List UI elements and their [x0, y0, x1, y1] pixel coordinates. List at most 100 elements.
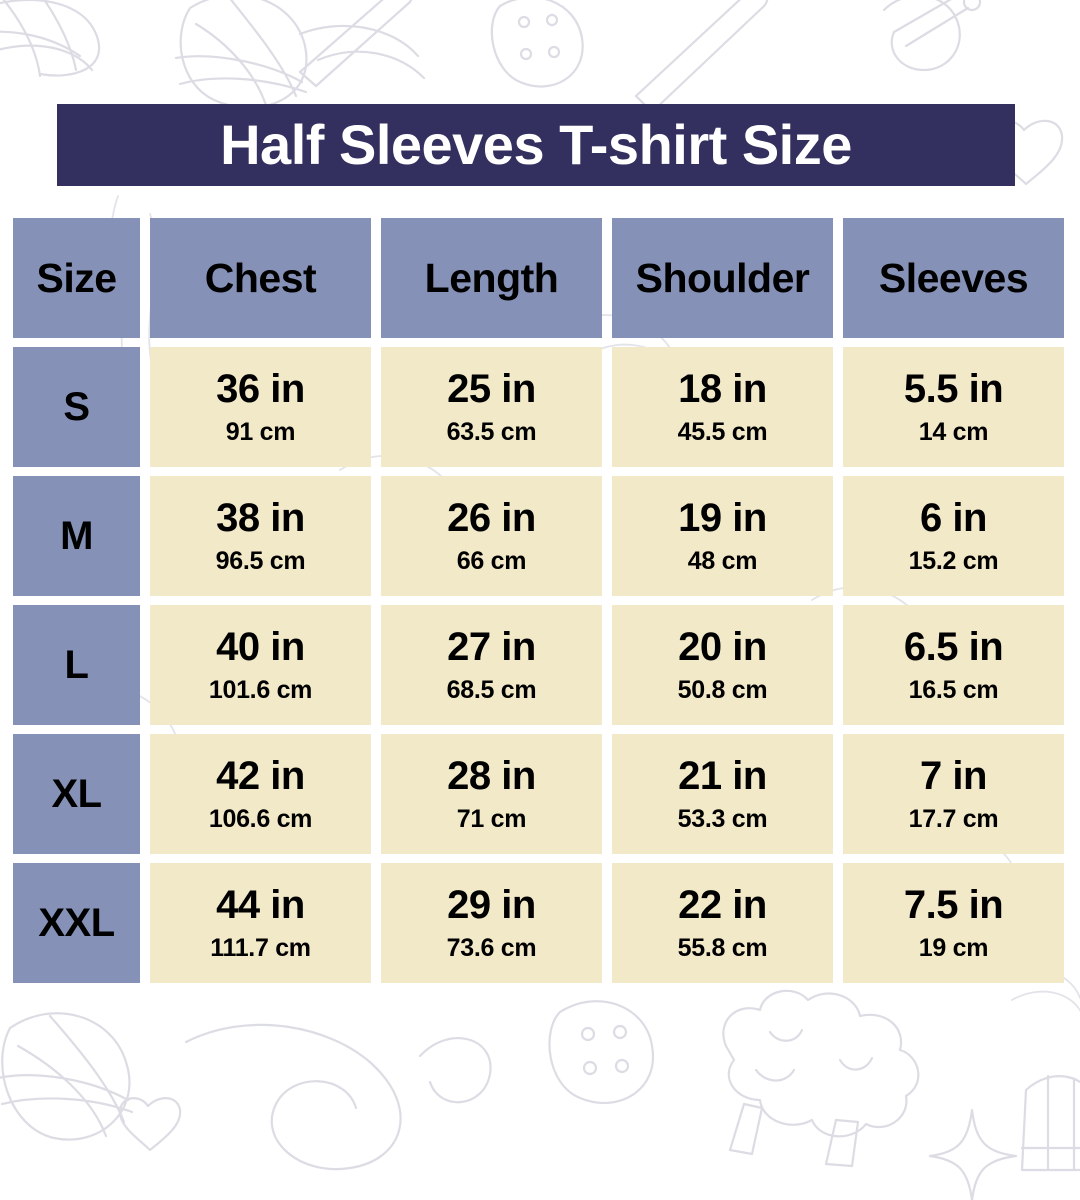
table-row: XXL 44 in 111.7 cm 29 in 73.6 cm 22 in 5…: [13, 863, 1064, 983]
value-centimeters: 45.5 cm: [677, 417, 768, 446]
cell-chest: 42 in 106.6 cm: [150, 734, 371, 854]
value-inches: 29 in: [447, 882, 536, 927]
value-inches: 42 in: [216, 753, 305, 798]
safety-pin-icon: [882, 0, 982, 72]
value-centimeters: 73.6 cm: [446, 933, 537, 962]
column-header-sleeves: Sleeves: [843, 218, 1064, 338]
row-size-label: S: [13, 347, 140, 467]
value-inches: 20 in: [678, 624, 767, 669]
cell-sleeves: 5.5 in 14 cm: [843, 347, 1064, 467]
cell-chest: 38 in 96.5 cm: [150, 476, 371, 596]
cell-shoulder: 22 in 55.8 cm: [612, 863, 833, 983]
cell-sleeves: 7.5 in 19 cm: [843, 863, 1064, 983]
yarn-strand-icon: [184, 1023, 492, 1171]
size-value: S: [63, 385, 90, 429]
cell-chest: 40 in 101.6 cm: [150, 605, 371, 725]
heart-icon: [118, 1097, 182, 1152]
row-size-label: XXL: [13, 863, 140, 983]
table-row: S 36 in 91 cm 25 in 63.5 cm 18 in 45.5 c…: [13, 347, 1064, 467]
row-size-label: M: [13, 476, 140, 596]
yarn-ball-icon: [174, 0, 308, 114]
value-inches: 18 in: [678, 366, 767, 411]
cell-chest: 36 in 91 cm: [150, 347, 371, 467]
value-inches: 25 in: [447, 366, 536, 411]
cell-length: 26 in 66 cm: [381, 476, 602, 596]
value-centimeters: 19 cm: [918, 933, 989, 962]
table-row: M 38 in 96.5 cm 26 in 66 cm 19 in 48 cm …: [13, 476, 1064, 596]
knitting-needle-icon: [298, 0, 413, 88]
column-header-label: Length: [424, 254, 559, 301]
value-centimeters: 96.5 cm: [215, 546, 306, 575]
yarn-strand-icon: [298, 24, 426, 80]
value-centimeters: 17.7 cm: [908, 804, 999, 833]
column-header-label: Shoulder: [635, 254, 810, 301]
value-inches: 36 in: [216, 366, 305, 411]
row-size-label: XL: [13, 734, 140, 854]
value-centimeters: 101.6 cm: [208, 675, 313, 704]
value-centimeters: 14 cm: [918, 417, 989, 446]
size-value: L: [64, 643, 89, 687]
column-header-size: Size: [13, 218, 140, 338]
size-value: XXL: [38, 901, 115, 945]
row-size-label: L: [13, 605, 140, 725]
column-header-chest: Chest: [150, 218, 371, 338]
yarn-ball-icon: [0, 1012, 134, 1141]
value-inches: 19 in: [678, 495, 767, 540]
sparkle-icon: [928, 1108, 1018, 1200]
size-value: M: [60, 514, 93, 558]
cell-sleeves: 6.5 in 16.5 cm: [843, 605, 1064, 725]
page-title: Half Sleeves T-shirt Size: [220, 113, 852, 176]
value-inches: 44 in: [216, 882, 305, 927]
value-centimeters: 50.8 cm: [677, 675, 768, 704]
value-inches: 22 in: [678, 882, 767, 927]
button-icon: [548, 1000, 655, 1104]
cell-shoulder: 19 in 48 cm: [612, 476, 833, 596]
value-centimeters: 91 cm: [225, 417, 296, 446]
value-centimeters: 66 cm: [456, 546, 527, 575]
value-inches: 7 in: [920, 753, 987, 798]
table-header-row: Size Chest Length Shoulder Sleeves: [13, 218, 1064, 338]
table-row: L 40 in 101.6 cm 27 in 68.5 cm 20 in 50.…: [13, 605, 1064, 725]
sheep-icon: [722, 989, 920, 1168]
value-inches: 21 in: [678, 753, 767, 798]
column-header-length: Length: [381, 218, 602, 338]
size-value: XL: [51, 772, 102, 816]
cell-shoulder: 20 in 50.8 cm: [612, 605, 833, 725]
value-inches: 38 in: [216, 495, 305, 540]
button-icon: [490, 0, 584, 88]
cell-shoulder: 18 in 45.5 cm: [612, 347, 833, 467]
value-centimeters: 16.5 cm: [908, 675, 999, 704]
size-chart-table: Size Chest Length Shoulder Sleeves S 36 …: [13, 218, 1064, 983]
knitting-needle-icon: [634, 0, 769, 114]
yarn-ball-icon: [1020, 1074, 1080, 1172]
chart-title-banner: Half Sleeves T-shirt Size: [57, 104, 1015, 186]
value-inches: 6.5 in: [903, 624, 1004, 669]
cell-shoulder: 21 in 53.3 cm: [612, 734, 833, 854]
column-header-label: Sleeves: [878, 254, 1029, 301]
column-header-shoulder: Shoulder: [612, 218, 833, 338]
value-centimeters: 71 cm: [456, 804, 527, 833]
value-centimeters: 111.7 cm: [210, 933, 311, 962]
column-header-label: Chest: [204, 254, 317, 301]
table-row: XL 42 in 106.6 cm 28 in 71 cm 21 in 53.3…: [13, 734, 1064, 854]
value-centimeters: 15.2 cm: [908, 546, 999, 575]
value-centimeters: 53.3 cm: [677, 804, 768, 833]
value-centimeters: 63.5 cm: [446, 417, 537, 446]
cell-sleeves: 7 in 17.7 cm: [843, 734, 1064, 854]
cell-length: 28 in 71 cm: [381, 734, 602, 854]
cell-length: 25 in 63.5 cm: [381, 347, 602, 467]
cell-length: 27 in 68.5 cm: [381, 605, 602, 725]
cell-chest: 44 in 111.7 cm: [150, 863, 371, 983]
yarn-ball-icon: [0, 0, 101, 78]
value-centimeters: 68.5 cm: [446, 675, 537, 704]
value-centimeters: 48 cm: [687, 546, 758, 575]
value-inches: 28 in: [447, 753, 536, 798]
value-inches: 40 in: [216, 624, 305, 669]
value-inches: 5.5 in: [903, 366, 1004, 411]
value-centimeters: 55.8 cm: [677, 933, 768, 962]
value-inches: 7.5 in: [903, 882, 1004, 927]
value-inches: 26 in: [447, 495, 536, 540]
column-header-label: Size: [36, 254, 117, 301]
value-centimeters: 106.6 cm: [208, 804, 313, 833]
